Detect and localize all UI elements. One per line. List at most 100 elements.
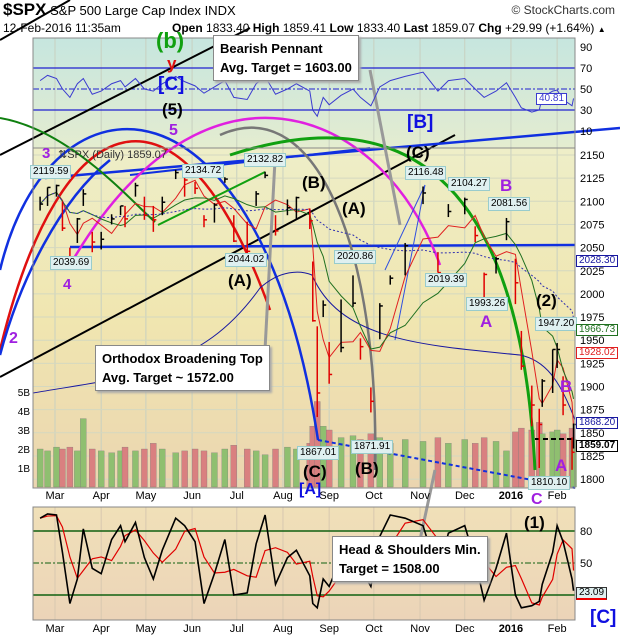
blue-horizontal-neckline <box>69 243 576 249</box>
y-tick-label: 2075 <box>580 219 604 231</box>
x-tick-label: Jun <box>183 623 201 635</box>
volume-bar <box>74 450 81 488</box>
x-tick-label: Mar <box>46 623 65 635</box>
volume-bar <box>66 446 74 488</box>
wave-label: (C) <box>303 462 327 481</box>
price-label: 1947.20 <box>535 317 578 331</box>
price-bar <box>39 196 44 211</box>
price-bar <box>183 177 188 197</box>
volume-bar <box>121 446 129 488</box>
axes: Mar Mar Apr Apr May May Jun Jun Jul Jul Aug Aug Sep S… <box>18 42 605 635</box>
wave-label: 2 <box>9 330 18 347</box>
price-bar <box>174 169 179 180</box>
x-tick-label: Sep <box>319 623 339 635</box>
bearish-pennant-callout: Bearish Pennant Avg. Target = 1603.00 <box>213 35 359 81</box>
price-bar <box>538 408 543 468</box>
price-bar <box>274 215 279 236</box>
volume-bar <box>59 448 66 488</box>
top-black-line <box>0 0 71 41</box>
volume-bar <box>150 443 157 488</box>
price-label: 1993.26 <box>466 297 509 311</box>
price-bar <box>161 196 166 216</box>
volume-tick-label: 2B <box>18 445 31 456</box>
volume-bar <box>53 446 60 488</box>
level-tag: 1868.20 <box>576 417 619 429</box>
price-bar <box>309 208 313 230</box>
legend-icon: ⇅ <box>58 149 68 161</box>
callout-target: Target = 1508.00 <box>339 561 440 576</box>
y-tick-label: 2000 <box>580 289 604 301</box>
callout-title: Orthodox Broadening Top <box>102 351 263 366</box>
x-tick-label: 2016 <box>499 623 523 635</box>
stoch-frame <box>32 506 576 621</box>
ma-short-tag: 1928.02 <box>576 347 619 359</box>
x-tick-label: Nov <box>410 490 430 502</box>
y-tick-label: 2050 <box>580 243 604 255</box>
blue-left-arc <box>0 159 111 356</box>
price-bar <box>340 299 345 353</box>
price-bar <box>404 242 409 276</box>
callout-target: Avg. Target = 1603.00 <box>220 60 352 75</box>
stoch-tick-label: 80 <box>580 526 592 538</box>
wave-label: (A) <box>342 199 366 218</box>
chart-title: $SPX S&P 500 Large Cap Index INDX <box>3 0 236 20</box>
upper-black-channel-line <box>0 27 251 156</box>
price-bar <box>110 214 115 225</box>
price-bar <box>312 261 316 322</box>
price-bars <box>39 169 577 470</box>
price-bar <box>316 326 321 418</box>
x-tick-label: Apr <box>93 490 110 502</box>
head-shoulders-callout: Head & Shoulders Min. Target = 1508.00 <box>332 536 488 582</box>
green-line <box>157 171 266 226</box>
volume-bar <box>244 448 251 488</box>
rsi-value-tag: 40.81 <box>536 93 568 105</box>
y-tick-label: 1825 <box>580 451 604 463</box>
price-label: 2019.39 <box>425 273 468 287</box>
price-bar <box>379 303 383 340</box>
pointer-broadening <box>263 159 277 351</box>
wave-label: [C] <box>590 607 617 628</box>
price-bar <box>255 191 260 206</box>
price-label: 1810.10 <box>528 476 571 490</box>
wave-label: (2) <box>536 291 557 310</box>
rsi-indicator <box>39 71 575 118</box>
volume-tick-label: 5B <box>18 388 31 399</box>
volume-bar <box>503 450 510 488</box>
volume-bar <box>349 435 357 488</box>
volume-bar <box>108 452 115 488</box>
price-bar <box>134 182 139 197</box>
wave-label: y <box>167 54 177 73</box>
volume-bar <box>132 450 139 488</box>
y-tick-label: 2025 <box>580 266 604 278</box>
price-bar <box>119 205 124 216</box>
x-tick-label: Mar <box>46 490 65 502</box>
x-tick-label: Dec <box>455 490 475 502</box>
volume-bar <box>293 448 300 488</box>
volume-bar <box>472 443 479 488</box>
volume-tick-label: 3B <box>18 426 31 437</box>
magenta-arc <box>68 116 442 266</box>
price-bar <box>551 348 556 393</box>
x-tick-label: Dec <box>455 623 475 635</box>
price-label: 2020.86 <box>334 250 377 264</box>
price-label: 2039.69 <box>50 256 93 270</box>
y-tick-label: 1850 <box>580 428 604 440</box>
y-tick-label: 1900 <box>580 382 604 394</box>
exchange: INDX <box>204 3 236 18</box>
gray-arc <box>219 126 377 471</box>
volume-bar <box>461 439 468 488</box>
low-label: Low <box>329 21 354 35</box>
volume-bar <box>376 437 383 488</box>
legend-text: SPX (Daily) 1859.07 <box>67 149 167 161</box>
wave-label: (B) <box>302 173 326 192</box>
price-bar <box>531 385 535 427</box>
wave-label: A <box>555 456 568 475</box>
volume-bar <box>480 437 488 488</box>
index-name: S&P 500 Large Cap Index <box>50 3 201 18</box>
high-label: High <box>252 21 280 35</box>
x-tick-label: Apr <box>93 623 110 635</box>
wave-label: (C) <box>406 143 430 162</box>
x-tick-label: 2016 <box>499 490 523 502</box>
x-tick-label: May <box>135 490 156 502</box>
price-bar <box>505 217 510 241</box>
